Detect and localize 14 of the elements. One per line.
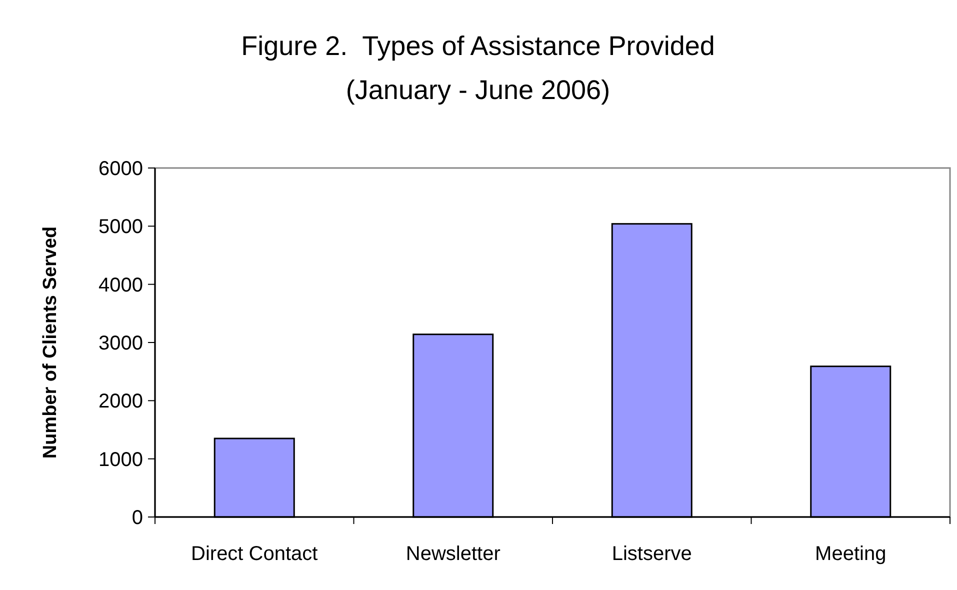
y-tick-label: 4000 [98, 274, 143, 296]
y-tick-label: 0 [132, 507, 143, 529]
y-tick-label: 2000 [98, 390, 143, 413]
chart-subtitle: (January - June 2006) [346, 75, 610, 105]
y-axis-title: Number of Clients Served [40, 226, 61, 459]
y-tick-label: 3000 [98, 332, 143, 354]
y-tick-label: 6000 [98, 158, 143, 180]
x-tick-label: Direct Contact [191, 543, 318, 565]
x-tick-label: Meeting [815, 543, 886, 565]
x-tick-label: Listserve [612, 543, 692, 565]
x-tick-label: Newsletter [406, 543, 501, 565]
chart-title: Figure 2. Types of Assistance Provided [241, 31, 715, 61]
y-tick-label: 5000 [98, 216, 143, 238]
y-tick-label: 1000 [98, 448, 143, 471]
